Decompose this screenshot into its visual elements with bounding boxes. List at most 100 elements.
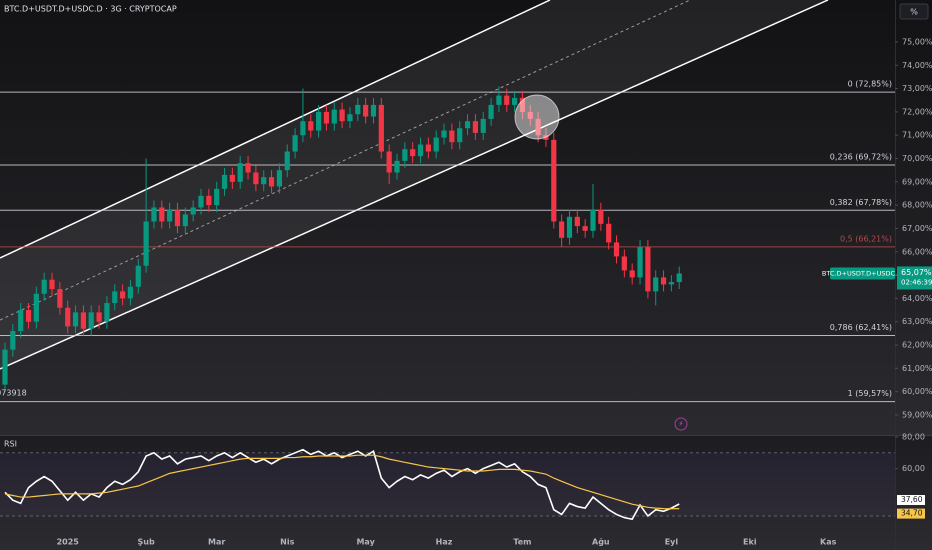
rsi-band-fill [0,452,895,517]
countdown: 02:46:39 [901,278,932,286]
x-tick-label: May [356,538,375,547]
y-tick-label: 74,00% [902,61,932,70]
candle-body [245,163,251,173]
candle-body [464,121,471,129]
rsi-tick-label: 80,00 [902,433,925,442]
candle-body [253,172,259,185]
candle-body [127,286,134,299]
unit-box [899,3,929,20]
rsi-pane [0,436,932,550]
rsi-current-box [897,508,925,519]
candle-body [237,163,243,182]
candle-body [590,209,596,231]
symbol-tag: BTC.D+USDT.D+USDC.D [822,269,902,277]
candle-body [527,111,533,119]
candle-body [629,270,635,278]
candle-body [566,216,573,238]
candle-body [676,273,682,283]
candle-body [457,128,463,143]
x-tick-label: Haz [436,538,453,547]
channel-middle [0,0,691,321]
candle-body [613,242,620,257]
candle-body [292,135,298,152]
candle-body [331,109,337,124]
y-tick-label: 64,00% [902,294,932,303]
candle-body [410,149,416,157]
candle-body [441,130,447,138]
candle-body [323,111,330,124]
rsi-current-label: 37,60 [901,495,923,504]
x-tick-label: Tem [513,538,531,547]
candle-body [18,310,24,332]
fib-label: 0,382 (67,78%) [830,198,892,207]
unit-label: % [910,8,918,17]
candle-body [480,118,486,133]
candle-body [41,279,47,294]
candle-body [660,277,667,285]
candle-body [104,303,110,322]
candle-body [316,111,322,131]
indicator-title: RSI [4,440,17,449]
candle-body [347,114,353,122]
candle-body [167,209,173,222]
candle-body [112,291,118,304]
y-tick-label: 59,00% [902,410,932,419]
candle-body [363,104,369,117]
candle-body [574,216,580,227]
candle-body [551,139,557,222]
candle-body [229,174,235,182]
candle-body [512,97,518,105]
x-tick-label: Mar [208,538,225,547]
y-tick-label: 75,00% [902,37,932,46]
candle-body [221,174,228,189]
x-tick-label: Kas [820,538,837,547]
candle-body [402,149,408,161]
candle-body [33,293,39,322]
chart-title: BTC.D+USDT.D+USDC.D · 3G · CRYPTOCAP [4,5,177,14]
candle-body [355,104,361,115]
fib-label: 0,5 (66,21%) [840,234,892,243]
candle-body [472,121,478,133]
y-tick-label: 60,00% [902,387,932,396]
candle-body [496,95,502,105]
rsi-current-label: 34,70 [901,509,923,518]
candle-body [433,137,439,152]
y-tick-label: 73,00% [902,84,932,93]
candle-body [621,256,627,271]
candle-body [637,247,643,278]
corner-text: 30073918 [0,389,27,398]
candle-body [25,310,32,322]
marks: 59,00% 60,00% 61,00% 62,00% 63,00% 64,00% 65,0… [0,37,932,547]
rsi-tick-label: 60,00 [902,464,925,473]
x-tick-label: Eyl [665,538,679,547]
y-tick-label: 62,00% [902,341,932,350]
fib-label: 0 (72,85%) [848,80,892,89]
rsi-line [4,454,680,510]
x-tick-label: Nis [280,538,294,547]
candle-body [504,95,510,105]
candle-body [174,209,181,227]
x-tick-label: 2025 [57,538,80,547]
candle-body [653,277,659,292]
candle-body [80,312,86,329]
candle-body [308,121,314,131]
y-tick-label: 61,00% [902,364,932,373]
candle-body [535,118,541,136]
fib-label: 0,236 (69,72%) [830,153,892,162]
candle-body [394,160,400,173]
last-price-box [897,266,932,290]
candle-body [159,207,165,222]
rsi-current-box [897,495,925,506]
candle-body [2,349,8,385]
candle-body [606,223,612,243]
channel-lower [0,0,829,370]
candle-body [378,104,384,152]
candle-body [386,151,392,173]
candle-body [300,121,306,136]
candle-body [276,170,282,187]
x-tick-label: Şub [138,538,155,547]
candle-body [519,97,526,112]
candle-body [598,209,604,224]
candle-body [65,307,71,327]
